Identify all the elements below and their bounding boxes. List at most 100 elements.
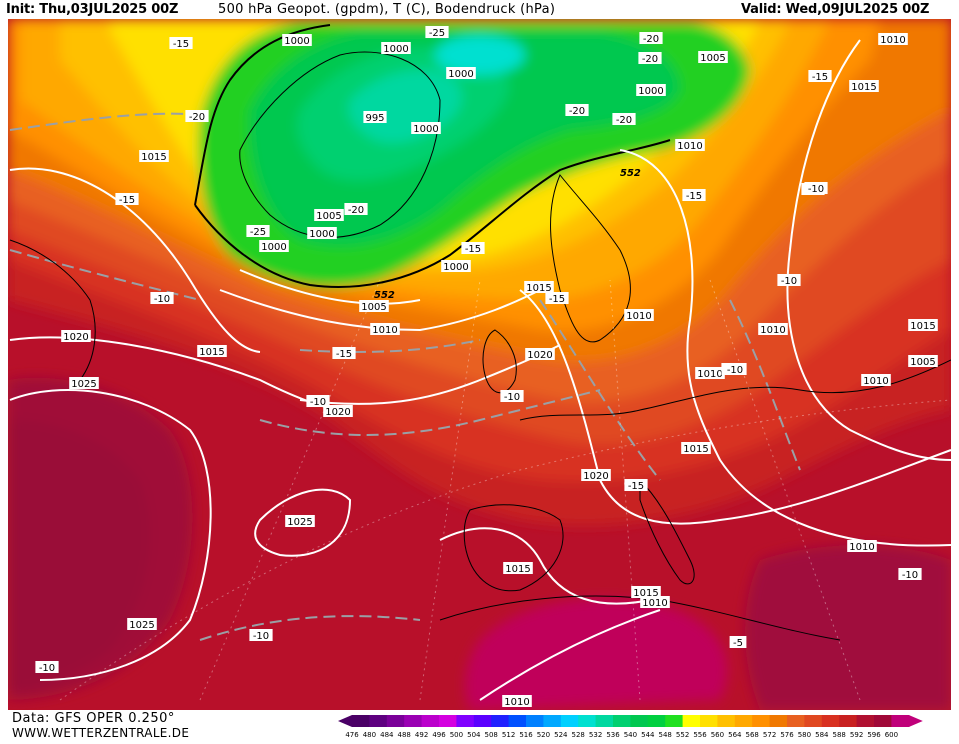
temperature-label-text: -25 xyxy=(250,227,266,238)
legend-swatch xyxy=(613,715,631,727)
legend-swatch xyxy=(473,715,492,727)
pressure-label-box xyxy=(681,442,711,454)
legend-swatch xyxy=(352,715,370,727)
pressure-label-box xyxy=(314,209,344,221)
pressure-label-box xyxy=(259,240,289,252)
legend-tick-label: 484 xyxy=(380,731,394,739)
legend-tick-label: 600 xyxy=(885,731,898,739)
coast-iberia xyxy=(463,504,564,592)
pressure-label: 1010 xyxy=(695,367,725,380)
temperature-label-box xyxy=(185,110,209,122)
pressure-label-box xyxy=(363,111,387,123)
temperature-label-text: -10 xyxy=(39,663,55,674)
pressure-label: 1015 xyxy=(139,150,169,163)
legend-swatch xyxy=(386,715,405,727)
legend-swatch xyxy=(491,715,510,727)
pressure-label: 1020 xyxy=(323,405,353,418)
temperature-label-text: -10 xyxy=(504,392,520,403)
temperature-label-box xyxy=(682,189,706,201)
isotherm-10-west xyxy=(9,249,201,301)
legend-arrow-left xyxy=(338,715,352,727)
legend-tick-label: 504 xyxy=(467,731,481,739)
pressure-label-text: 1000 xyxy=(284,36,309,47)
pressure-label-text: 1000 xyxy=(638,86,663,97)
temperature-label-text: -15 xyxy=(119,195,135,206)
legend-tick-label: 540 xyxy=(624,731,637,739)
temperature-label-text: -15 xyxy=(336,349,352,360)
temperature-label-text: -10 xyxy=(902,570,918,581)
legend-swatch xyxy=(665,715,684,727)
temperature-label-text: -20 xyxy=(348,205,364,216)
temperature-label: -20 xyxy=(565,104,589,117)
legend-swatch xyxy=(734,715,753,727)
pressure-label-box xyxy=(139,150,169,162)
legend-tick-label: 580 xyxy=(798,731,811,739)
pressure-label-box xyxy=(524,281,554,293)
temperature-label-box xyxy=(306,395,330,407)
temperature-label-text: -10 xyxy=(781,276,797,287)
pressure-label-text: 1020 xyxy=(325,407,350,418)
legend-tick-label: 516 xyxy=(519,731,533,739)
pressure-label: 1010 xyxy=(624,309,654,322)
temperature-label: -10 xyxy=(723,363,747,376)
legend-swatch xyxy=(856,715,875,727)
band-596-east xyxy=(745,545,951,710)
graticule-line xyxy=(419,279,481,701)
pressure-label-box xyxy=(446,67,476,79)
legend-swatch xyxy=(404,715,423,727)
isobar-1015-europe xyxy=(519,289,951,525)
coast-italy xyxy=(639,478,695,585)
legend-tick-label: 564 xyxy=(728,731,742,739)
temperature-label-box xyxy=(246,225,270,237)
pressure-label: 1005 xyxy=(314,209,344,222)
pressure-label-text: 1010 xyxy=(626,311,651,322)
pressure-label: 1000 xyxy=(411,122,441,135)
legend-tick-label: 572 xyxy=(763,731,776,739)
isotherm-15-europe xyxy=(539,299,661,481)
temperature-label-box xyxy=(624,479,648,491)
temperature-label-text: -15 xyxy=(465,244,481,255)
legend-swatch xyxy=(439,715,457,727)
legend-tick-label: 496 xyxy=(432,731,446,739)
weather-map: 552 552 1000 1000 1000 1000 1000 1000 1000 1000… xyxy=(8,19,951,710)
pressure-label-text: 1005 xyxy=(910,357,935,368)
temperature-label: -5 xyxy=(729,636,747,649)
legend-swatch xyxy=(891,715,910,727)
temperature-label: -10 xyxy=(306,395,330,408)
pressure-label-text: 1010 xyxy=(642,598,667,609)
temperature-label: -15 xyxy=(169,37,193,50)
temperature-label: -15 xyxy=(624,479,648,492)
pressure-label-box xyxy=(908,319,938,331)
temperature-label-box xyxy=(638,52,662,64)
pressure-label: 1025 xyxy=(285,515,315,528)
legend-tick-label: 584 xyxy=(815,731,829,739)
temperature-label: -10 xyxy=(777,274,801,287)
temperature-label: -15 xyxy=(115,193,139,206)
legend-swatch xyxy=(578,715,597,727)
pressure-label-text: 1015 xyxy=(199,347,224,358)
legend-swatch xyxy=(508,715,527,727)
graticule-line xyxy=(59,399,951,701)
pressure-label-box xyxy=(61,330,91,342)
pressure-label-text: 1010 xyxy=(880,35,905,46)
pressure-label: 1005 xyxy=(908,355,938,368)
contour-552-label: 552 xyxy=(374,290,395,301)
temperature-label-text: -10 xyxy=(808,184,824,195)
temperature-label-box xyxy=(249,629,273,641)
pressure-label-box xyxy=(359,300,389,312)
legend-swatch xyxy=(456,715,475,727)
pressure-label-text: 1025 xyxy=(129,620,154,631)
pressure-label: 1010 xyxy=(640,596,670,609)
temperature-label-text: -20 xyxy=(189,112,205,123)
temperature-label: -20 xyxy=(612,113,636,126)
isobar-1010-east xyxy=(786,39,951,461)
legend-swatch xyxy=(804,715,823,727)
legend-swatch xyxy=(717,715,736,727)
pressure-label-text: 995 xyxy=(365,113,384,124)
legend-tick-label: 552 xyxy=(676,731,689,739)
legend-swatch xyxy=(369,715,388,727)
temperature-label-text: -20 xyxy=(569,106,585,117)
legend-swatch xyxy=(839,715,858,727)
pressure-label-text: 1010 xyxy=(849,542,874,553)
pressure-label-box xyxy=(323,405,353,417)
